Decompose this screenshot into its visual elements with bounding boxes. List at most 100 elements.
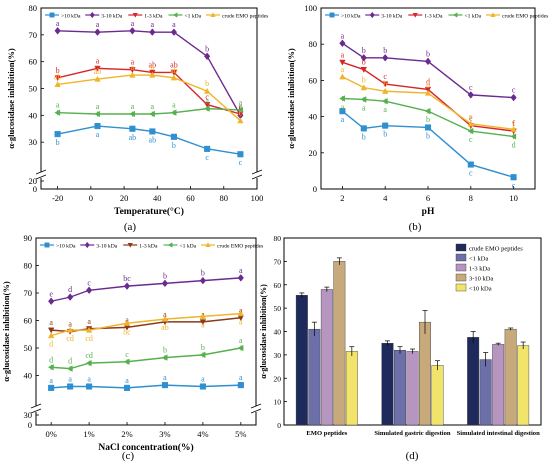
- bar: [333, 261, 346, 426]
- significance-letter: c: [239, 158, 243, 167]
- data-point: [67, 383, 74, 390]
- y-tick-label: 0: [313, 184, 317, 194]
- significance-letter: a: [239, 266, 243, 275]
- legend-swatch: [455, 263, 467, 272]
- significance-letter: ab: [149, 135, 157, 144]
- significance-letter: ab: [170, 66, 178, 75]
- y-tick-label: 60: [274, 281, 282, 290]
- data-point: [360, 53, 367, 62]
- data-point: [237, 382, 244, 389]
- panel-label: (a): [124, 221, 137, 233]
- legend-label: crude EMO peptides: [502, 14, 548, 20]
- data-point: [237, 310, 245, 317]
- legend-label: 3-10 kDa: [96, 244, 117, 250]
- data-point: [170, 109, 177, 116]
- bar: [419, 321, 431, 426]
- data-point: [85, 359, 92, 367]
- data-point: [510, 174, 517, 181]
- data-point: [203, 102, 211, 108]
- significance-letter: b: [201, 269, 205, 278]
- significance-letter: c: [512, 117, 516, 126]
- data-point: [510, 125, 517, 132]
- x-tick-label: 1%: [83, 429, 94, 439]
- data-point: [467, 127, 474, 135]
- significance-letter: b: [56, 66, 60, 75]
- significance-letter: a: [341, 65, 345, 74]
- data-point: [382, 122, 389, 129]
- data-point: [170, 74, 178, 81]
- significance-letter: a: [87, 317, 91, 326]
- y-tick-label: 70: [29, 30, 38, 40]
- y-tick-label: 30: [24, 410, 33, 420]
- significance-letter: e: [469, 114, 473, 123]
- axis-break-gap: [32, 406, 40, 412]
- x-tick-label: 20: [120, 193, 129, 203]
- y-axis-label: α-glucosidase inhibition(%): [6, 48, 16, 149]
- axis-break-mark: [250, 408, 262, 414]
- bar: [406, 351, 419, 426]
- bar: [467, 337, 480, 426]
- y-axis-label: α-glucosidase inhibition(%): [286, 48, 296, 149]
- significance-letter: a: [239, 318, 243, 327]
- axis-break-mark: [30, 403, 42, 409]
- significance-letter: a: [201, 375, 205, 384]
- significance-letter: d: [68, 357, 72, 366]
- data-point: [339, 73, 346, 80]
- data-point: [94, 65, 101, 72]
- data-point: [424, 107, 431, 115]
- data-point: [123, 358, 130, 365]
- significance-letter: a: [362, 103, 366, 112]
- x-tick-label: -20: [52, 193, 63, 203]
- data-point: [129, 71, 136, 78]
- data-point: [94, 110, 101, 118]
- data-point: [424, 89, 432, 96]
- x-tick-label: 4%: [197, 429, 208, 439]
- significance-letter: b: [172, 141, 176, 150]
- axis-break-mark: [251, 169, 263, 175]
- legend-label: <1 kDa: [469, 256, 488, 263]
- significance-letter: a: [239, 98, 243, 107]
- significance-letter: c: [469, 83, 473, 92]
- legend-marker: [89, 11, 95, 19]
- data-point: [237, 117, 244, 124]
- significance-letter: a: [341, 50, 345, 59]
- significance-letter: ab: [54, 72, 62, 81]
- legend-marker: [167, 242, 173, 248]
- data-point: [47, 332, 55, 339]
- data-point: [237, 344, 244, 352]
- legend-label: 1-3 kDa: [139, 244, 158, 250]
- significance-letter: a: [49, 376, 53, 385]
- data-point: [360, 96, 367, 103]
- data-point: [85, 326, 93, 333]
- legend-label: 1-3 kDa: [144, 14, 163, 20]
- significance-letter: c: [512, 86, 516, 95]
- data-point: [510, 133, 517, 140]
- y-tick-label: 40: [274, 328, 282, 337]
- legend-swatch: [455, 283, 467, 292]
- legend-label: crude EMO peptides: [222, 14, 268, 20]
- x-axis-label: Temperature(°C): [114, 206, 184, 217]
- data-point: [161, 279, 169, 288]
- legend-marker: [412, 13, 418, 18]
- significance-letter: c: [469, 169, 473, 178]
- significance-letter: a: [151, 20, 155, 29]
- axis-break-gap: [37, 172, 45, 178]
- significance-letter: c: [469, 112, 473, 121]
- significance-letter: b: [383, 130, 387, 139]
- legend-label: 3-10 kDa: [101, 14, 122, 20]
- data-point: [129, 110, 135, 118]
- data-point: [94, 123, 101, 130]
- y-tick-label: 50: [24, 343, 33, 353]
- series-line: [51, 347, 241, 370]
- legend-swatch: [455, 253, 467, 262]
- data-point: [54, 131, 61, 138]
- data-point: [123, 282, 131, 290]
- significance-letter: b: [426, 81, 430, 90]
- x-tick-label: 2%: [121, 429, 132, 439]
- legend-marker: [369, 11, 375, 19]
- significance-letter: b: [205, 79, 209, 88]
- series-3-10-kda: e d c bc b b a: [48, 266, 244, 306]
- significance-letter: a: [131, 58, 135, 67]
